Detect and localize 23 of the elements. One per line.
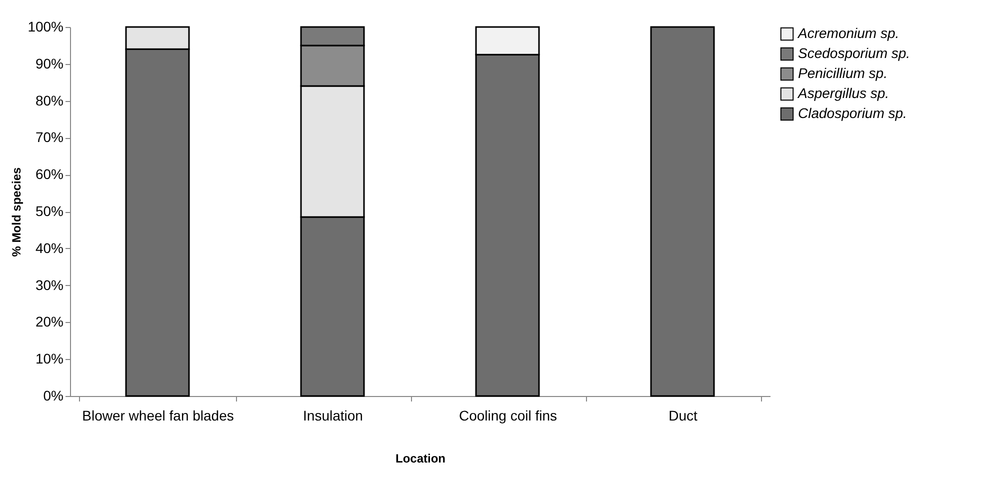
x-tick-label: Duct [668,408,698,424]
legend-label: Penicillium sp. [798,65,888,81]
x-tick-label: Blower wheel fan blades [82,408,234,424]
y-tick-label: 0% [43,388,64,404]
legend-label: Aspergillus sp. [797,85,890,101]
y-tick-label: 20% [35,314,64,330]
y-tick-label: 70% [35,129,64,146]
y-tick-label: 30% [35,276,64,293]
x-axis-title: Location [396,452,446,466]
legend-label: Acremonium sp. [797,25,900,41]
y-tick-label: 100% [28,18,64,34]
y-tick-label: 80% [35,92,64,108]
y-tick-label: 60% [35,166,64,182]
y-tick-label: 50% [35,203,64,219]
y-tick-label: 10% [35,350,64,367]
legend-label: Cladosporium sp. [798,105,907,121]
x-tick-label: Cooling coil fins [458,408,558,424]
legend-label: Scedosporium sp. [798,45,910,61]
bar [650,26,715,397]
x-tick-label: Insulation [303,408,363,424]
y-axis-title: % Mold species [10,167,24,257]
y-tick-label: 40% [35,240,64,256]
y-tick-label: 90% [35,55,64,72]
